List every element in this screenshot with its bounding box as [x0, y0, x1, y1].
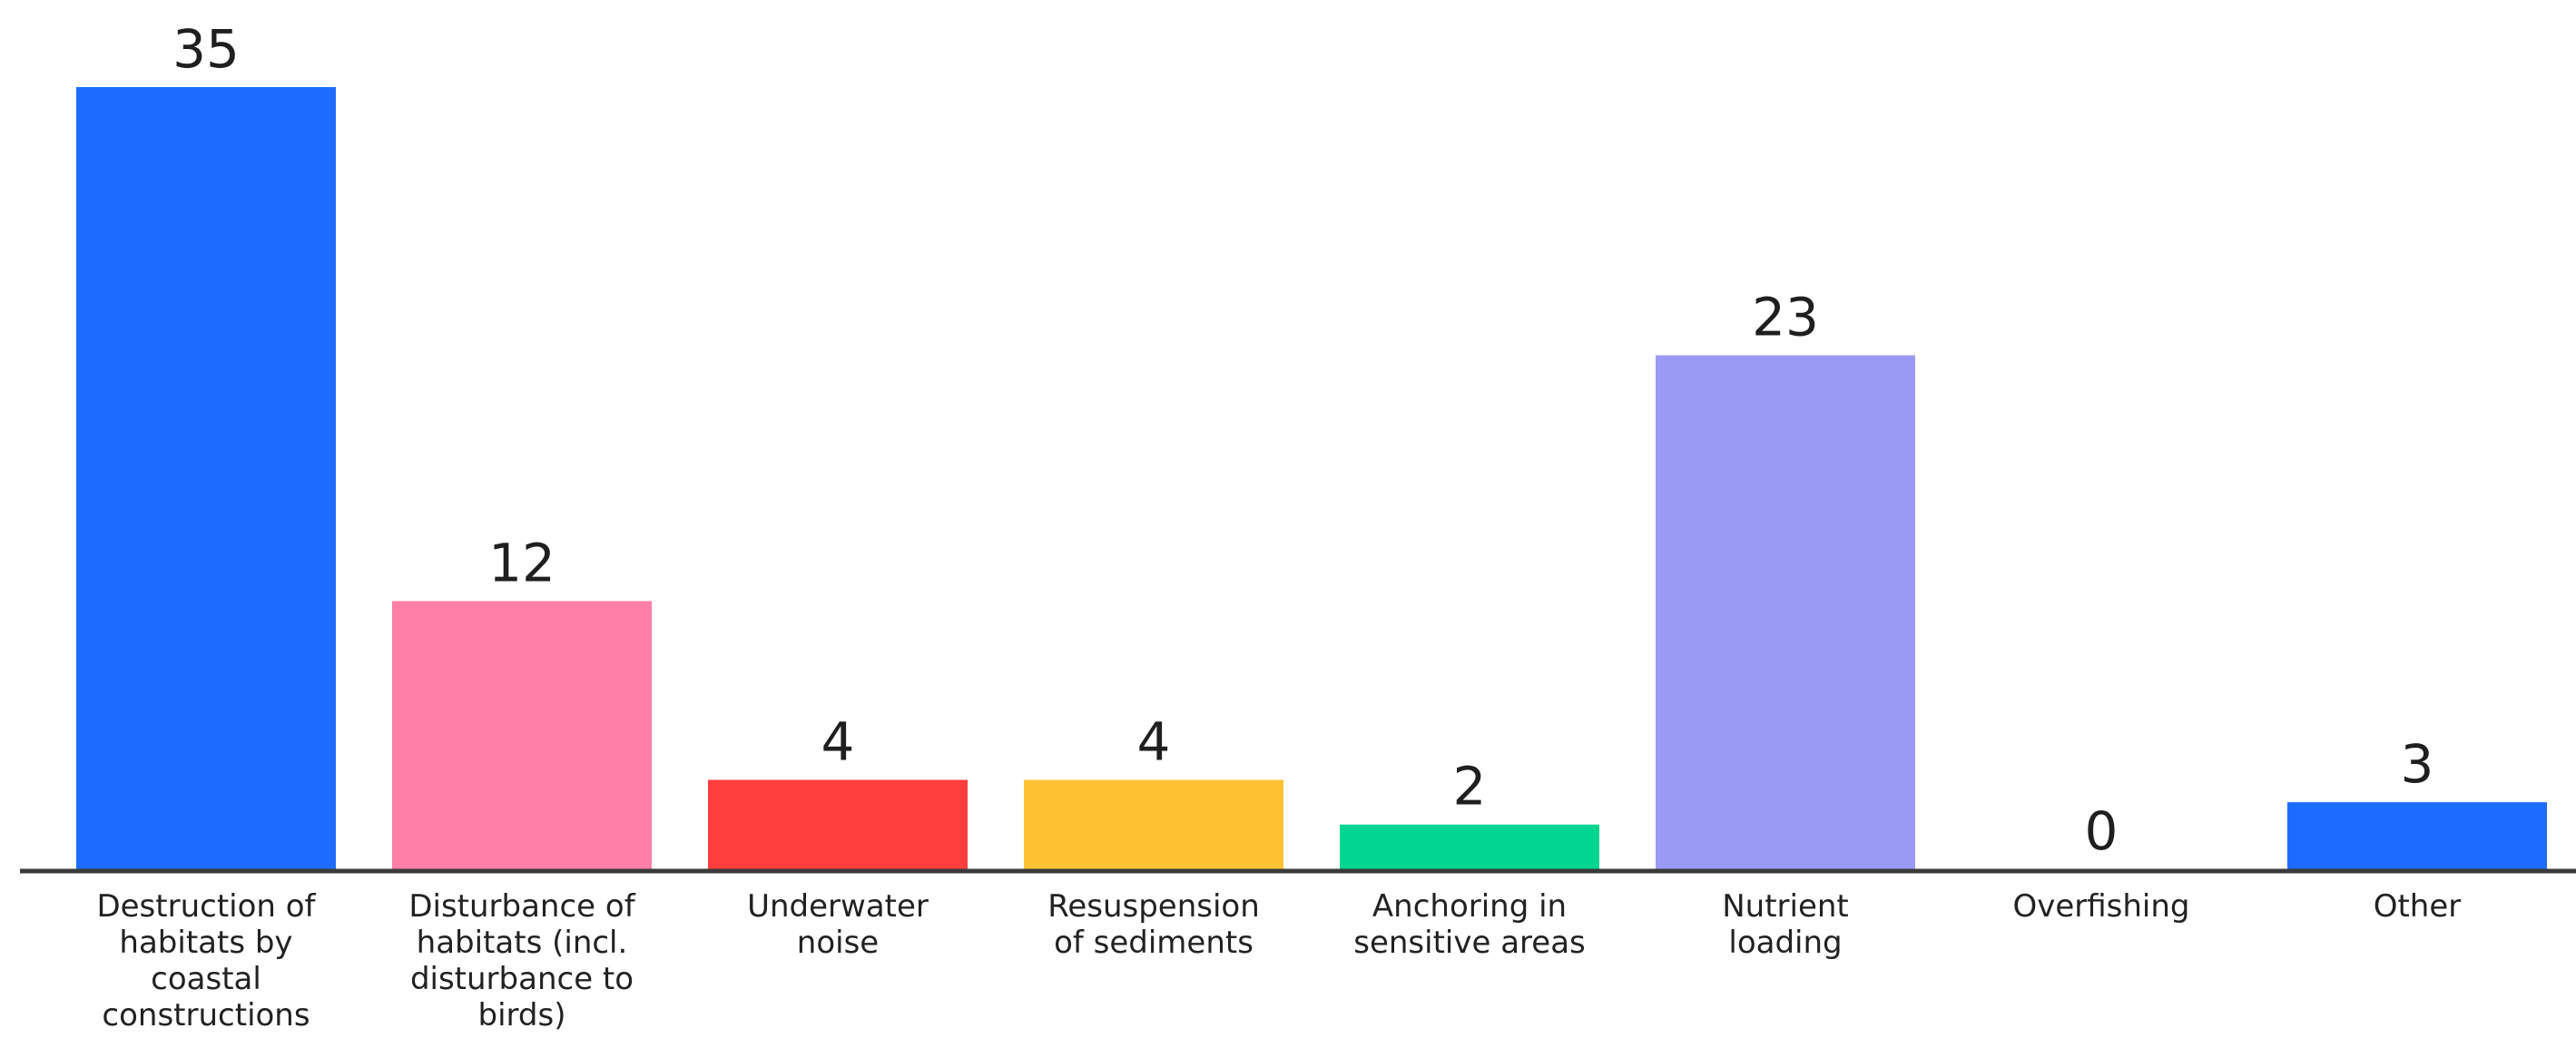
- category-label-line: habitats (incl.: [417, 925, 628, 961]
- category-label-line: sensitive areas: [1353, 925, 1586, 961]
- category-label-line: Disturbance of: [408, 888, 635, 925]
- category-label-line: noise: [797, 925, 879, 961]
- category-label-line: Anchoring in: [1372, 888, 1567, 925]
- bar-value-label: 35: [172, 18, 240, 80]
- category-label-line: disturbance to: [410, 961, 634, 997]
- bar-value-label: 4: [1137, 710, 1171, 772]
- category-label: Resuspension of sediments: [1047, 888, 1260, 961]
- category-label: Underwater noise: [747, 888, 929, 961]
- category-label: Disturbance of habitats (incl. disturbance…: [408, 888, 635, 1033]
- category-label-line: Nutrient: [1722, 888, 1849, 925]
- category-label: Other: [2374, 888, 2462, 925]
- category-label-line: Underwater: [747, 888, 929, 925]
- category-label-line: Overfishing: [2012, 888, 2189, 925]
- category-label: Destruction of habitats by coastal construc…: [96, 888, 316, 1033]
- category-label-line: habitats by: [119, 925, 292, 961]
- bar: [2287, 802, 2547, 869]
- category-label-line: birds): [478, 997, 566, 1033]
- category-labels-layer: Destruction of habitats by coastal construc…: [96, 888, 2461, 1033]
- bar: [708, 779, 968, 869]
- bar: [76, 87, 336, 869]
- bar-value-label: 23: [1752, 287, 1819, 348]
- category-label-line: Other: [2374, 888, 2462, 925]
- bar-value-label: 4: [821, 710, 855, 772]
- bar: [1656, 355, 1915, 869]
- category-label-line: loading: [1728, 925, 1842, 961]
- bar: [1340, 824, 1599, 869]
- category-label: Anchoring in sensitive areas: [1353, 888, 1586, 961]
- bar-value-label: 12: [488, 532, 556, 593]
- category-label-line: Resuspension: [1047, 888, 1260, 925]
- bar-value-label: 3: [2401, 733, 2434, 795]
- category-label: Nutrient loading: [1722, 888, 1849, 961]
- category-label-line: Destruction of: [96, 888, 316, 925]
- category-label-line: coastal: [151, 961, 261, 997]
- category-label-line: constructions: [102, 997, 310, 1033]
- category-label: Overfishing: [2012, 888, 2189, 925]
- bar-value-label: 0: [2085, 800, 2119, 862]
- category-label-line: of sediments: [1054, 925, 1254, 961]
- bar-value-label: 2: [1453, 756, 1487, 818]
- bars-layer: [76, 87, 2547, 869]
- bar: [1024, 779, 1283, 869]
- bar: [392, 601, 652, 869]
- value-labels-layer: 35 12 4 4 2 23 0 3: [172, 18, 2433, 862]
